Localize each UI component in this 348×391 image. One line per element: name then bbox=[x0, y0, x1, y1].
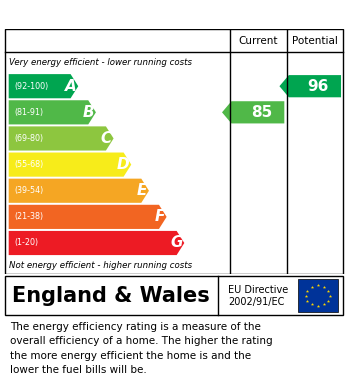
Text: England & Wales: England & Wales bbox=[12, 285, 210, 306]
Polygon shape bbox=[9, 231, 184, 255]
Polygon shape bbox=[9, 152, 131, 177]
Text: (55-68): (55-68) bbox=[14, 160, 43, 169]
Text: A: A bbox=[65, 79, 77, 94]
Polygon shape bbox=[9, 205, 167, 229]
Text: (39-54): (39-54) bbox=[14, 186, 43, 195]
Text: (69-80): (69-80) bbox=[14, 134, 43, 143]
Polygon shape bbox=[9, 74, 78, 98]
Text: Not energy efficient - higher running costs: Not energy efficient - higher running co… bbox=[9, 261, 192, 270]
Text: (92-100): (92-100) bbox=[14, 82, 48, 91]
Text: E: E bbox=[137, 183, 147, 198]
Text: Potential: Potential bbox=[292, 36, 338, 46]
Text: Current: Current bbox=[239, 36, 278, 46]
Polygon shape bbox=[9, 126, 113, 151]
Text: (81-91): (81-91) bbox=[14, 108, 43, 117]
Polygon shape bbox=[9, 179, 149, 203]
Text: G: G bbox=[170, 235, 183, 251]
Text: 96: 96 bbox=[308, 79, 329, 94]
Text: D: D bbox=[117, 157, 129, 172]
Text: 85: 85 bbox=[251, 105, 272, 120]
Text: B: B bbox=[82, 105, 94, 120]
Polygon shape bbox=[279, 75, 341, 97]
Polygon shape bbox=[9, 100, 96, 124]
Text: Very energy efficient - lower running costs: Very energy efficient - lower running co… bbox=[9, 58, 192, 67]
Text: EU Directive: EU Directive bbox=[228, 285, 288, 295]
Text: (21-38): (21-38) bbox=[14, 212, 43, 221]
Text: C: C bbox=[101, 131, 112, 146]
Text: F: F bbox=[155, 209, 165, 224]
Bar bbox=[298, 279, 338, 312]
Polygon shape bbox=[222, 101, 284, 124]
Text: Energy Efficiency Rating: Energy Efficiency Rating bbox=[10, 5, 239, 23]
Text: 2002/91/EC: 2002/91/EC bbox=[228, 296, 284, 307]
Text: (1-20): (1-20) bbox=[14, 239, 38, 248]
Text: The energy efficiency rating is a measure of the
overall efficiency of a home. T: The energy efficiency rating is a measur… bbox=[10, 322, 273, 375]
